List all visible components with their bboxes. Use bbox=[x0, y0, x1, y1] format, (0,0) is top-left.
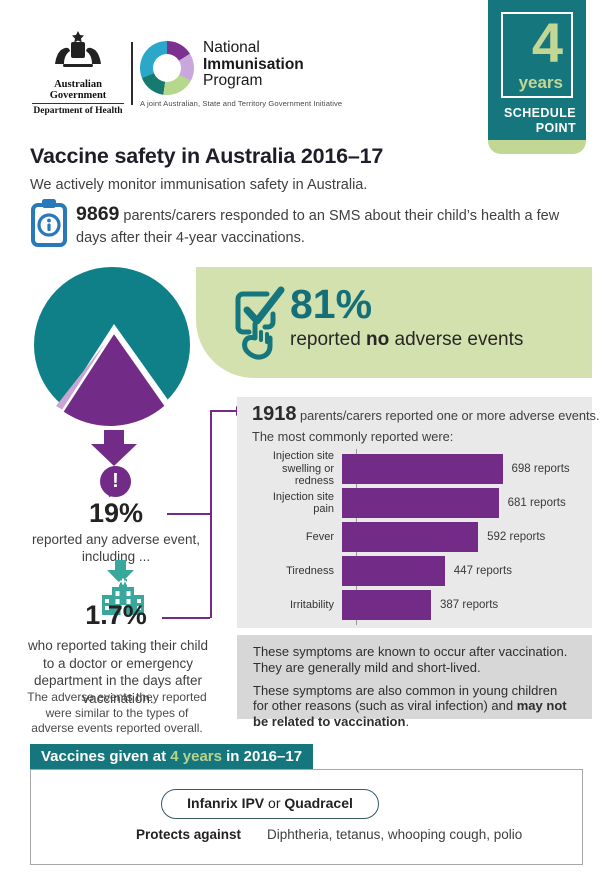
no-adverse-events-banner bbox=[196, 267, 592, 378]
vaccine-name-pill: Infanrix IPV or Quadracel bbox=[161, 789, 379, 819]
nip-word-3: Program bbox=[203, 72, 263, 89]
bar-track: 447 reports bbox=[342, 556, 587, 586]
bar-value: 592 reports bbox=[487, 531, 546, 543]
bar-label: Injection site pain bbox=[272, 490, 334, 516]
bar-row: Injection site swelling or redness 698 re… bbox=[252, 450, 587, 488]
symptoms-paragraph-2: These symptoms are also common in young … bbox=[253, 682, 567, 730]
bar-track: 592 reports bbox=[342, 522, 587, 552]
bar-row: Irritability 387 reports bbox=[252, 588, 587, 622]
no-events-text: reported no adverse events bbox=[290, 329, 524, 350]
bar-label: Tiredness bbox=[286, 564, 334, 577]
vaccines-section-header: Vaccines given at 4 years in 2016–17 bbox=[30, 744, 314, 770]
sms-stat-number: 9869 bbox=[76, 203, 120, 225]
nip-tagline: A joint Australian, State and Territory … bbox=[140, 99, 343, 108]
symptoms-paragraph-1: These symptoms are known to occur after … bbox=[253, 644, 568, 675]
chart-title-number: 1918 bbox=[252, 403, 297, 425]
bar bbox=[342, 590, 431, 620]
nip-ring-logo-icon bbox=[140, 41, 194, 95]
bar bbox=[342, 556, 445, 586]
bar-value: 681 reports bbox=[507, 497, 566, 509]
gov-divider-line bbox=[32, 103, 124, 104]
bar-row: Tiredness 447 reports bbox=[252, 554, 587, 588]
gov-line1: Australian Government bbox=[49, 79, 107, 101]
checkbox-hand-icon bbox=[235, 286, 285, 360]
sms-stat-text: 9869 parents/carers responded to an SMS … bbox=[76, 203, 560, 246]
nip-word-1: National bbox=[203, 39, 260, 56]
hospital-icon bbox=[102, 577, 144, 615]
protects-against-row: Protects against Diphtheria, tetanus, who… bbox=[136, 827, 522, 842]
bar-row: Injection site pain 681 reports bbox=[252, 486, 587, 520]
exclamation-bubble-icon: ! bbox=[100, 466, 131, 497]
header-vertical-divider bbox=[131, 42, 133, 105]
connector-vertical-line bbox=[210, 410, 212, 618]
symptoms-note-box: These symptoms are known to occur after … bbox=[237, 635, 592, 729]
nip-word-2: Immunisation bbox=[203, 55, 304, 73]
bar bbox=[342, 454, 503, 484]
schedule-point-badge: 4 years SCHEDULE POINT bbox=[488, 0, 586, 140]
no-events-percent: 81% bbox=[290, 281, 373, 327]
doctor-text: who reported taking their child to a doc… bbox=[27, 638, 209, 706]
connector-19pct-line bbox=[167, 513, 210, 515]
any-event-percent: 19% bbox=[88, 498, 144, 528]
badge-age-box: 4 years bbox=[501, 12, 573, 98]
vaccines-box: Infanrix IPV or Quadracel Protects again… bbox=[30, 769, 583, 865]
chart-subtitle: The most commonly reported were: bbox=[252, 429, 454, 444]
australian-government-logo: Australian Government Department of Heal… bbox=[26, 30, 130, 116]
bar-value: 387 reports bbox=[439, 599, 499, 611]
badge-age-unit: years bbox=[518, 73, 563, 92]
down-arrow-icon-purple bbox=[91, 430, 137, 466]
protects-against-value: Diphtheria, tetanus, whooping cough, pol… bbox=[267, 827, 523, 842]
nip-logo-text: National Immunisation Program bbox=[203, 39, 304, 90]
australian-coat-of-arms-icon bbox=[55, 31, 101, 67]
bar-label: Fever bbox=[305, 530, 334, 543]
doctor-note: The adverse events they reported were si… bbox=[27, 690, 207, 735]
page-subtitle: We actively monitor immunisation safety … bbox=[30, 177, 368, 193]
bar-label: Injection site swelling or redness bbox=[272, 450, 334, 488]
bar-value: 698 reports bbox=[511, 463, 570, 475]
clipboard-info-icon bbox=[31, 199, 67, 247]
doctor-percent: 1.7% bbox=[85, 600, 147, 630]
page-title: Vaccine safety in Australia 2016–17 bbox=[30, 144, 384, 168]
bar-track: 387 reports bbox=[342, 590, 587, 620]
protects-against-label: Protects against bbox=[136, 827, 242, 842]
adverse-events-panel: 1918 parents/carers reported one or more… bbox=[237, 397, 600, 628]
badge-age-number: 4 bbox=[531, 11, 563, 74]
bar-chart: Injection site swelling or redness 698 re… bbox=[252, 449, 587, 625]
bar-track: 681 reports bbox=[342, 488, 587, 518]
any-event-text: reported any adverse event, including ..… bbox=[31, 532, 201, 564]
connector-17pct-line bbox=[162, 617, 210, 619]
chart-title: 1918 parents/carers reported one or more… bbox=[252, 403, 600, 425]
bar bbox=[342, 488, 499, 518]
bar-label: Irritability bbox=[289, 598, 334, 611]
bar-value: 447 reports bbox=[453, 565, 512, 577]
adverse-events-pie-chart bbox=[28, 261, 196, 429]
bar bbox=[342, 522, 479, 552]
connector-top-line bbox=[210, 410, 236, 412]
down-arrow-icon-aqua bbox=[107, 560, 134, 584]
badge-schedule-label: SCHEDULE POINT bbox=[504, 106, 576, 135]
bar-track: 698 reports bbox=[342, 454, 587, 484]
bar-row: Fever 592 reports bbox=[252, 520, 587, 554]
gov-line2: Department of Health bbox=[33, 106, 123, 116]
